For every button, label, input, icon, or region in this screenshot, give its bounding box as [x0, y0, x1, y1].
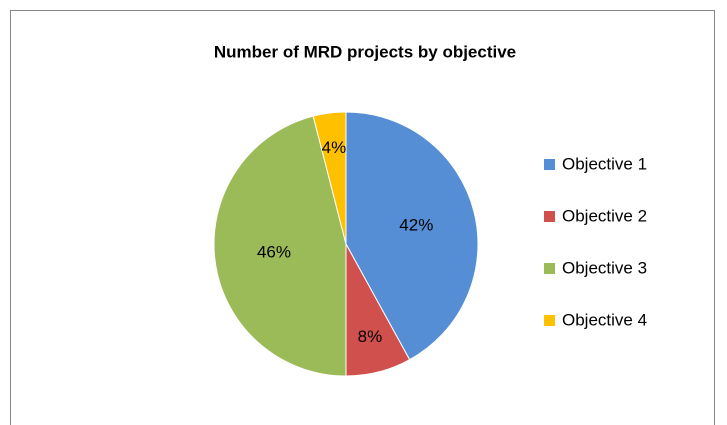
data-label: 4% [322, 138, 347, 157]
legend-label: Objective 1 [562, 154, 647, 173]
legend-label: Objective 3 [562, 258, 647, 277]
pie-slice [345, 111, 479, 361]
pie-slice [213, 115, 347, 377]
data-label: 42% [399, 215, 433, 234]
data-label: 8% [358, 327, 383, 346]
legend-swatch [544, 263, 555, 274]
chart-title: Number of MRD projects by objective [214, 42, 516, 61]
legend-swatch [544, 315, 555, 326]
legend-label: Objective 2 [562, 206, 647, 225]
legend-swatch [544, 211, 555, 222]
legend-label: Objective 4 [562, 310, 647, 329]
pie-slice [312, 111, 347, 245]
legend-swatch [544, 159, 555, 170]
data-label: 46% [257, 243, 291, 262]
